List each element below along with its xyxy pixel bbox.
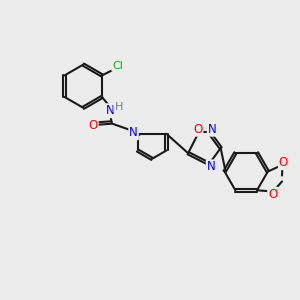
Text: N: N bbox=[208, 123, 217, 136]
Text: N: N bbox=[105, 104, 114, 117]
Text: N: N bbox=[129, 126, 138, 139]
Text: O: O bbox=[268, 188, 277, 201]
Text: N: N bbox=[207, 160, 215, 173]
Text: Cl: Cl bbox=[112, 61, 123, 70]
Text: O: O bbox=[193, 123, 203, 136]
Text: O: O bbox=[279, 156, 288, 169]
Text: H: H bbox=[115, 102, 123, 112]
Text: O: O bbox=[88, 119, 98, 132]
